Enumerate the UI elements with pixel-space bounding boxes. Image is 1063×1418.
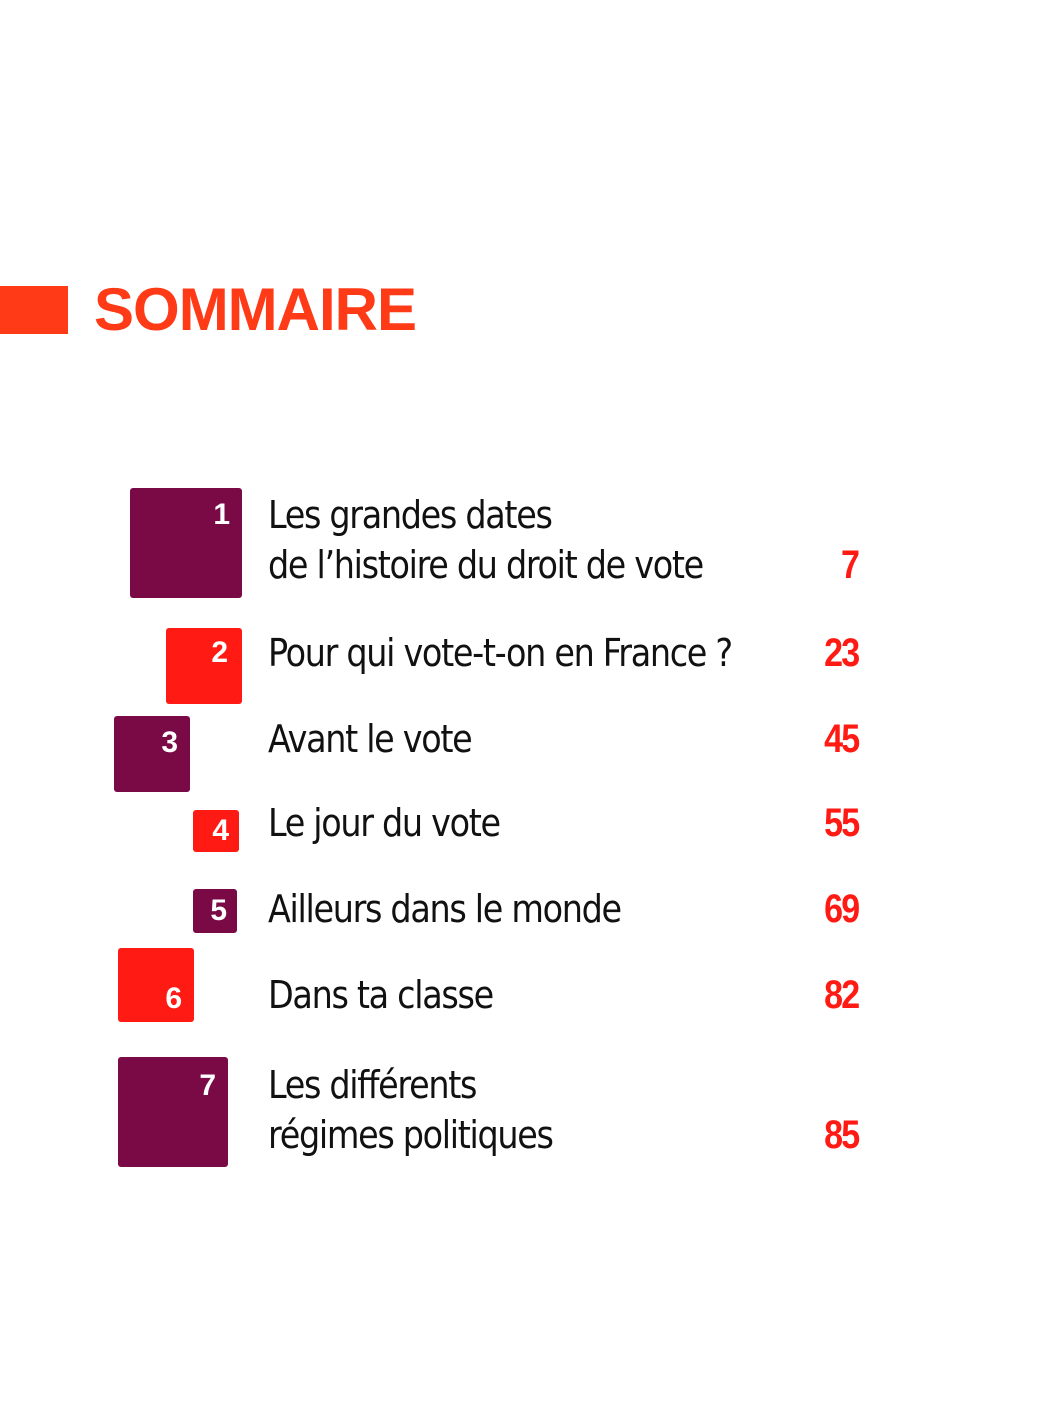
chapter-number-box: 7 (118, 1057, 228, 1167)
chapter-number-box: 6 (118, 948, 194, 1022)
page-number: 7 (840, 543, 860, 587)
page-number: 23 (823, 631, 860, 675)
chapter-title-line-2: de l’histoire du droit de vote (268, 543, 704, 587)
chapter-number-box: 3 (114, 716, 190, 792)
chapter-title-line-1: Ailleurs dans le monde (268, 887, 622, 931)
chapter-number: 6 (165, 982, 182, 1015)
chapter-title: Le jour du vote (268, 798, 501, 848)
chapter-title-line-1: Les grandes dates (268, 493, 553, 537)
chapter-number: 3 (161, 726, 178, 759)
chapter-number: 1 (213, 498, 230, 531)
chapter-title: Les grandes dates de l’histoire du droit… (268, 490, 704, 590)
chapter-title: Avant le vote (268, 714, 473, 764)
chapter-number: 7 (199, 1069, 216, 1102)
chapter-title: Ailleurs dans le monde (268, 884, 622, 934)
chapter-title-line-2: régimes politiques (268, 1113, 554, 1157)
chapter-title: Pour qui vote-t-on en France ? (268, 628, 733, 678)
chapter-number: 4 (212, 814, 229, 847)
chapter-title-line-1: Les différents (268, 1063, 477, 1107)
page-number: 85 (823, 1113, 860, 1157)
chapter-number-box: 5 (193, 889, 237, 933)
chapter-title: Dans ta classe (268, 970, 494, 1020)
chapter-number: 2 (211, 636, 228, 669)
page-title: SOMMAIRE (94, 276, 417, 343)
page-number: 45 (823, 717, 860, 761)
chapter-title-line-1: Pour qui vote-t-on en France ? (268, 631, 733, 675)
chapter-number-box: 1 (130, 488, 242, 598)
chapter-title-line-1: Avant le vote (268, 717, 473, 761)
chapter-title-line-1: Le jour du vote (268, 801, 501, 845)
chapter-number-box: 4 (193, 810, 239, 852)
title-accent-bar (0, 286, 68, 334)
chapter-number: 5 (210, 894, 227, 927)
chapter-title-line-1: Dans ta classe (268, 973, 494, 1017)
chapter-number-box: 2 (166, 628, 242, 704)
chapter-title: Les différents régimes politiques (268, 1060, 554, 1160)
page-number: 55 (823, 801, 860, 845)
page-number: 69 (823, 887, 860, 931)
page-number: 82 (823, 973, 860, 1017)
